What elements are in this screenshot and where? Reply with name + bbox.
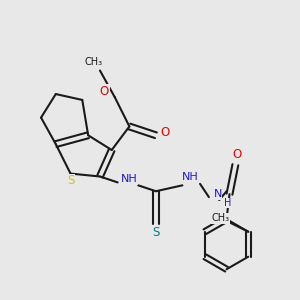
Text: H: H [224,198,232,208]
Text: O: O [100,85,109,98]
Text: N: N [214,189,222,199]
Text: NH: NH [121,174,138,184]
Text: O: O [232,148,242,161]
Text: S: S [67,174,74,188]
Text: CH₃: CH₃ [211,214,229,224]
Text: CH₃: CH₃ [85,57,103,67]
Text: S: S [152,226,160,239]
Text: O: O [160,126,169,139]
Text: NH: NH [182,172,198,182]
